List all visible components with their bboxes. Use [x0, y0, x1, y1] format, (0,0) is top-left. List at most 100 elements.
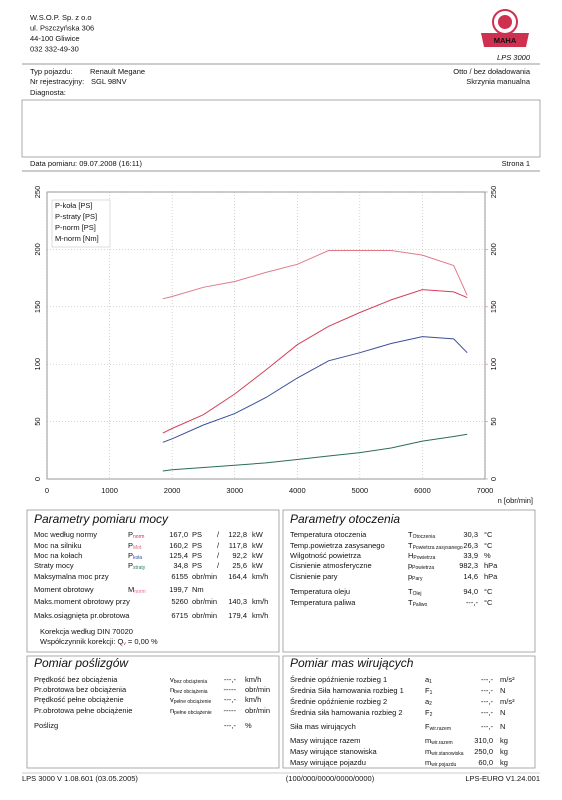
subscript: 1: [430, 690, 433, 696]
subscript: Pary: [412, 576, 423, 582]
symbol-letter: T: [408, 541, 413, 550]
symbol: vpełne obciążenie: [170, 695, 211, 705]
subscript: bez obciążenia: [174, 689, 208, 695]
value: ---,-: [466, 598, 479, 607]
row-label: Masy wirujące razem: [290, 736, 360, 745]
symbol-letter: a: [425, 675, 430, 684]
subscript: Mot: [133, 545, 142, 551]
subscript: v: [123, 641, 126, 647]
product: LPS 3000: [497, 53, 531, 62]
company-line: ul. Pszczyńska 306: [30, 23, 94, 32]
row-label: Średnie opóźnienie rozbieg 2: [290, 697, 387, 706]
unit: N: [500, 686, 505, 695]
row-label: Masy wirujące stanowiska: [290, 747, 378, 756]
symbol: npełne obciążenie: [170, 706, 212, 716]
vehicle-label: Nr rejestracyjny:: [30, 77, 84, 86]
subscript: 2: [430, 712, 433, 718]
symbol: mwir.razem: [425, 736, 453, 746]
unit: hPa: [484, 572, 498, 581]
logo-text: MAHA: [494, 36, 517, 45]
value: ---,-: [481, 686, 494, 695]
legend-entry: P-norm [PS]: [55, 223, 96, 232]
page-no: Strona 1: [502, 159, 530, 168]
row-label: Maks.moment obrotowy przy: [34, 597, 130, 606]
section-title: Parametry otoczenia: [290, 512, 400, 526]
series-line: [162, 289, 468, 434]
symbol: Pstraty: [128, 561, 146, 571]
unit: km/h: [245, 695, 261, 704]
value: 310,0: [474, 736, 493, 745]
symbol: mwir.stanowiska: [425, 747, 464, 757]
value: ---,-: [481, 708, 494, 717]
symbol-letter: m: [425, 758, 431, 767]
row-label: Moc na silniku: [34, 541, 82, 550]
legend-entry: P-koła [PS]: [55, 201, 93, 210]
symbol: F2: [425, 708, 433, 718]
unit: PS: [192, 541, 202, 550]
series-line: [162, 433, 468, 472]
section-title: Parametry pomiaru mocy: [34, 512, 169, 526]
symbol-letter: T: [408, 587, 413, 596]
subscript: 1: [429, 679, 432, 685]
symbol-letter: P: [128, 541, 133, 550]
diagnosis-box: [21, 99, 541, 158]
value: 14,6: [463, 572, 478, 581]
value: ---,-: [224, 695, 237, 704]
value: 167,0: [169, 530, 188, 539]
symbol: TOtoczenia: [408, 530, 435, 540]
symbol-letter: p: [408, 572, 412, 581]
x-tick-label: 2000: [164, 486, 181, 495]
subscript: Powietrza: [413, 555, 435, 561]
subscript: norm: [134, 589, 145, 595]
legend-entry: P-straty [PS]: [55, 212, 97, 221]
unit: %: [484, 551, 491, 560]
symbol-letter: F: [425, 722, 430, 731]
row-label: Pr.obrotowa bez obciążenia: [34, 685, 127, 694]
x-tick-label: 4000: [289, 486, 306, 495]
value: 140,3: [228, 597, 247, 606]
row-label: Moment obrotowy: [34, 585, 94, 594]
symbol: TOlej: [408, 587, 422, 597]
subscript: wir.stanowiska: [431, 751, 463, 757]
unit: °C: [484, 541, 493, 550]
value: 6155: [171, 572, 188, 581]
unit: PS: [192, 561, 202, 570]
subscript: Olej: [413, 591, 422, 597]
symbol: vbez obciążenia: [170, 675, 207, 685]
symbol-letter: F: [425, 686, 430, 695]
y2-tick-label: 100: [489, 358, 498, 371]
symbol-letter: P: [128, 530, 133, 539]
unit: km/h: [252, 572, 268, 581]
unit: m/s²: [500, 697, 515, 706]
symbol: HPowietrza: [408, 551, 436, 561]
y-tick-label: 250: [33, 186, 42, 199]
symbol-letter: a: [425, 697, 430, 706]
separator: /: [217, 551, 220, 560]
x-axis-title: n [obr/min]: [498, 496, 533, 505]
correction-title: Korekcja według DIN 70020: [40, 627, 133, 636]
symbol-letter: n: [170, 706, 174, 715]
value: 982,3: [459, 561, 478, 570]
subscript: Powietrza zasysanego: [413, 545, 463, 551]
unit: kW: [252, 530, 264, 539]
symbol: nbez obciążenia: [170, 685, 208, 695]
row-label: Maksymalna moc przy: [34, 572, 109, 581]
symbol: a2: [425, 697, 432, 707]
row-label: Temperatura paliwa: [290, 598, 356, 607]
row-label: Temp.powietrza zasysanego: [290, 541, 385, 550]
subscript: norm: [133, 534, 144, 540]
row-label: Prędkość pełne obciążenie: [34, 695, 124, 704]
unit: °C: [484, 598, 493, 607]
value: 179,4: [228, 611, 247, 620]
value: 122,8: [228, 530, 247, 539]
series-line: [162, 250, 468, 300]
value: 6715: [171, 611, 188, 620]
symbol: mwir.pojazdu: [425, 758, 456, 768]
symbol-letter: T: [408, 530, 413, 539]
row-label: Temperatura oleju: [290, 587, 350, 596]
logo-core: [498, 15, 512, 29]
unit: obr/min: [192, 597, 217, 606]
row-label: Cisnienie pary: [290, 572, 338, 581]
unit: hPa: [484, 561, 498, 570]
x-tick-label: 0: [45, 486, 49, 495]
